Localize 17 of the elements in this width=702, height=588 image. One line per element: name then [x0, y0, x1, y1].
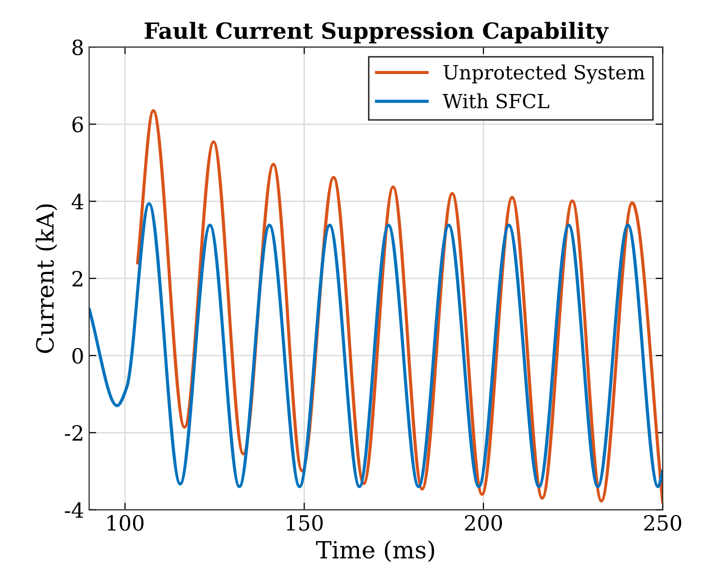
x-tick-label: 100	[108, 515, 144, 531]
x-tick-label: 150	[286, 515, 323, 531]
y-tick-label: -2	[64, 425, 82, 441]
y-tick-label: 4	[72, 194, 84, 210]
legend-label: With SFCL	[442, 93, 550, 108]
legend-label: Unprotected System	[444, 64, 645, 84]
x-tick-label: 250	[644, 515, 682, 531]
y-tick-label: 2	[72, 270, 82, 286]
y-axis-title: Current (kA)	[36, 204, 58, 353]
chart-title: Fault Current Suppression Capability	[144, 22, 609, 44]
y-tick-label: 0	[72, 348, 83, 364]
y-tick-label: 8	[72, 39, 83, 56]
x-axis-title: Time (ms)	[316, 540, 434, 562]
x-tick-label: 200	[464, 515, 502, 531]
line-series	[89, 202, 663, 488]
y-tick-label: 6	[72, 116, 83, 132]
y-tick-label: -4	[64, 502, 84, 518]
